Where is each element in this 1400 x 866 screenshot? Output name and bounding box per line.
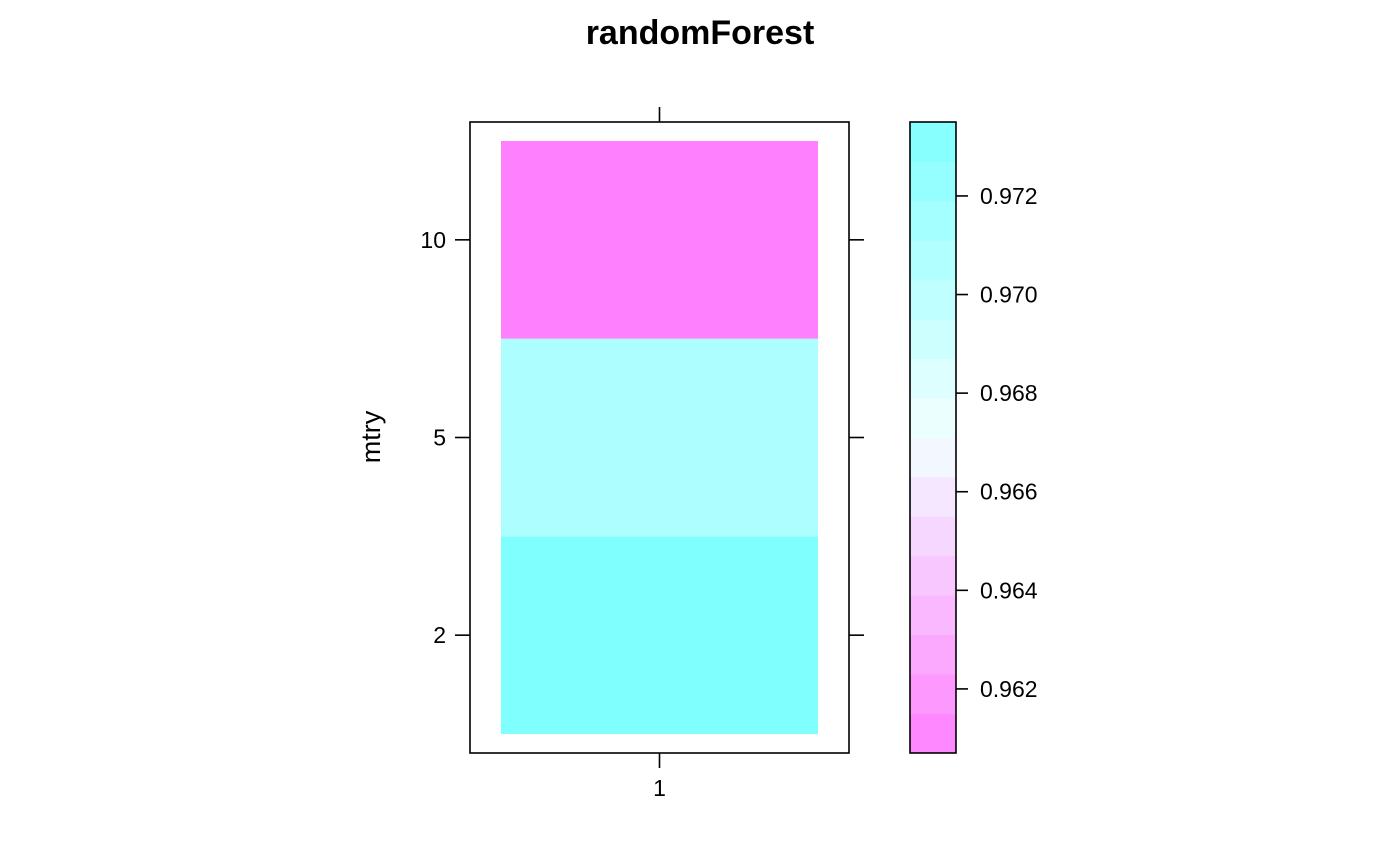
colorbar-band bbox=[910, 122, 956, 162]
colorbar-band bbox=[910, 240, 956, 281]
colorbar-band bbox=[910, 555, 956, 596]
colorbar-frame bbox=[909, 121, 957, 754]
colorbar-band bbox=[910, 713, 956, 754]
colorbar-band bbox=[910, 358, 956, 399]
colorbar-tick-label: 0.968 bbox=[980, 380, 1038, 406]
heatmap-cells bbox=[501, 141, 818, 734]
colorbar-band bbox=[910, 476, 956, 517]
colorbar-tick-label: 0.962 bbox=[980, 676, 1038, 702]
axis-ticks: 2 5 10 1 bbox=[420, 107, 864, 801]
chart-title: randomForest bbox=[586, 14, 815, 52]
colorbar-band bbox=[910, 437, 956, 478]
colorbar-band bbox=[910, 161, 956, 202]
y-tick-label: 10 bbox=[420, 227, 446, 253]
heatmap-cell-mtry-2 bbox=[501, 536, 818, 734]
colorbar-tick-label: 0.970 bbox=[980, 282, 1038, 308]
colorbar-band bbox=[910, 398, 956, 438]
y-axis-label: mtry bbox=[356, 410, 386, 463]
heatmap-cell-mtry-10 bbox=[501, 141, 818, 339]
colorbar-band bbox=[910, 319, 956, 360]
colorbar-band bbox=[910, 634, 956, 675]
colorbar-band bbox=[910, 595, 956, 636]
colorbar-band bbox=[910, 674, 956, 714]
colorbar-tick-label: 0.972 bbox=[980, 183, 1038, 209]
y-tick-label: 5 bbox=[433, 425, 446, 451]
colorbar: 0.962 0.964 0.966 0.968 0.970 0.972 bbox=[909, 121, 1038, 754]
colorbar-band bbox=[910, 200, 956, 241]
colorbar-band bbox=[910, 516, 956, 557]
y-tick-label: 2 bbox=[433, 622, 446, 648]
x-tick-label: 1 bbox=[653, 775, 666, 801]
colorbar-tick-label: 0.964 bbox=[980, 577, 1038, 603]
heatmap-cell-mtry-5 bbox=[501, 338, 818, 537]
colorbar-tick-label: 0.966 bbox=[980, 479, 1038, 505]
colorbar-band bbox=[910, 279, 956, 320]
